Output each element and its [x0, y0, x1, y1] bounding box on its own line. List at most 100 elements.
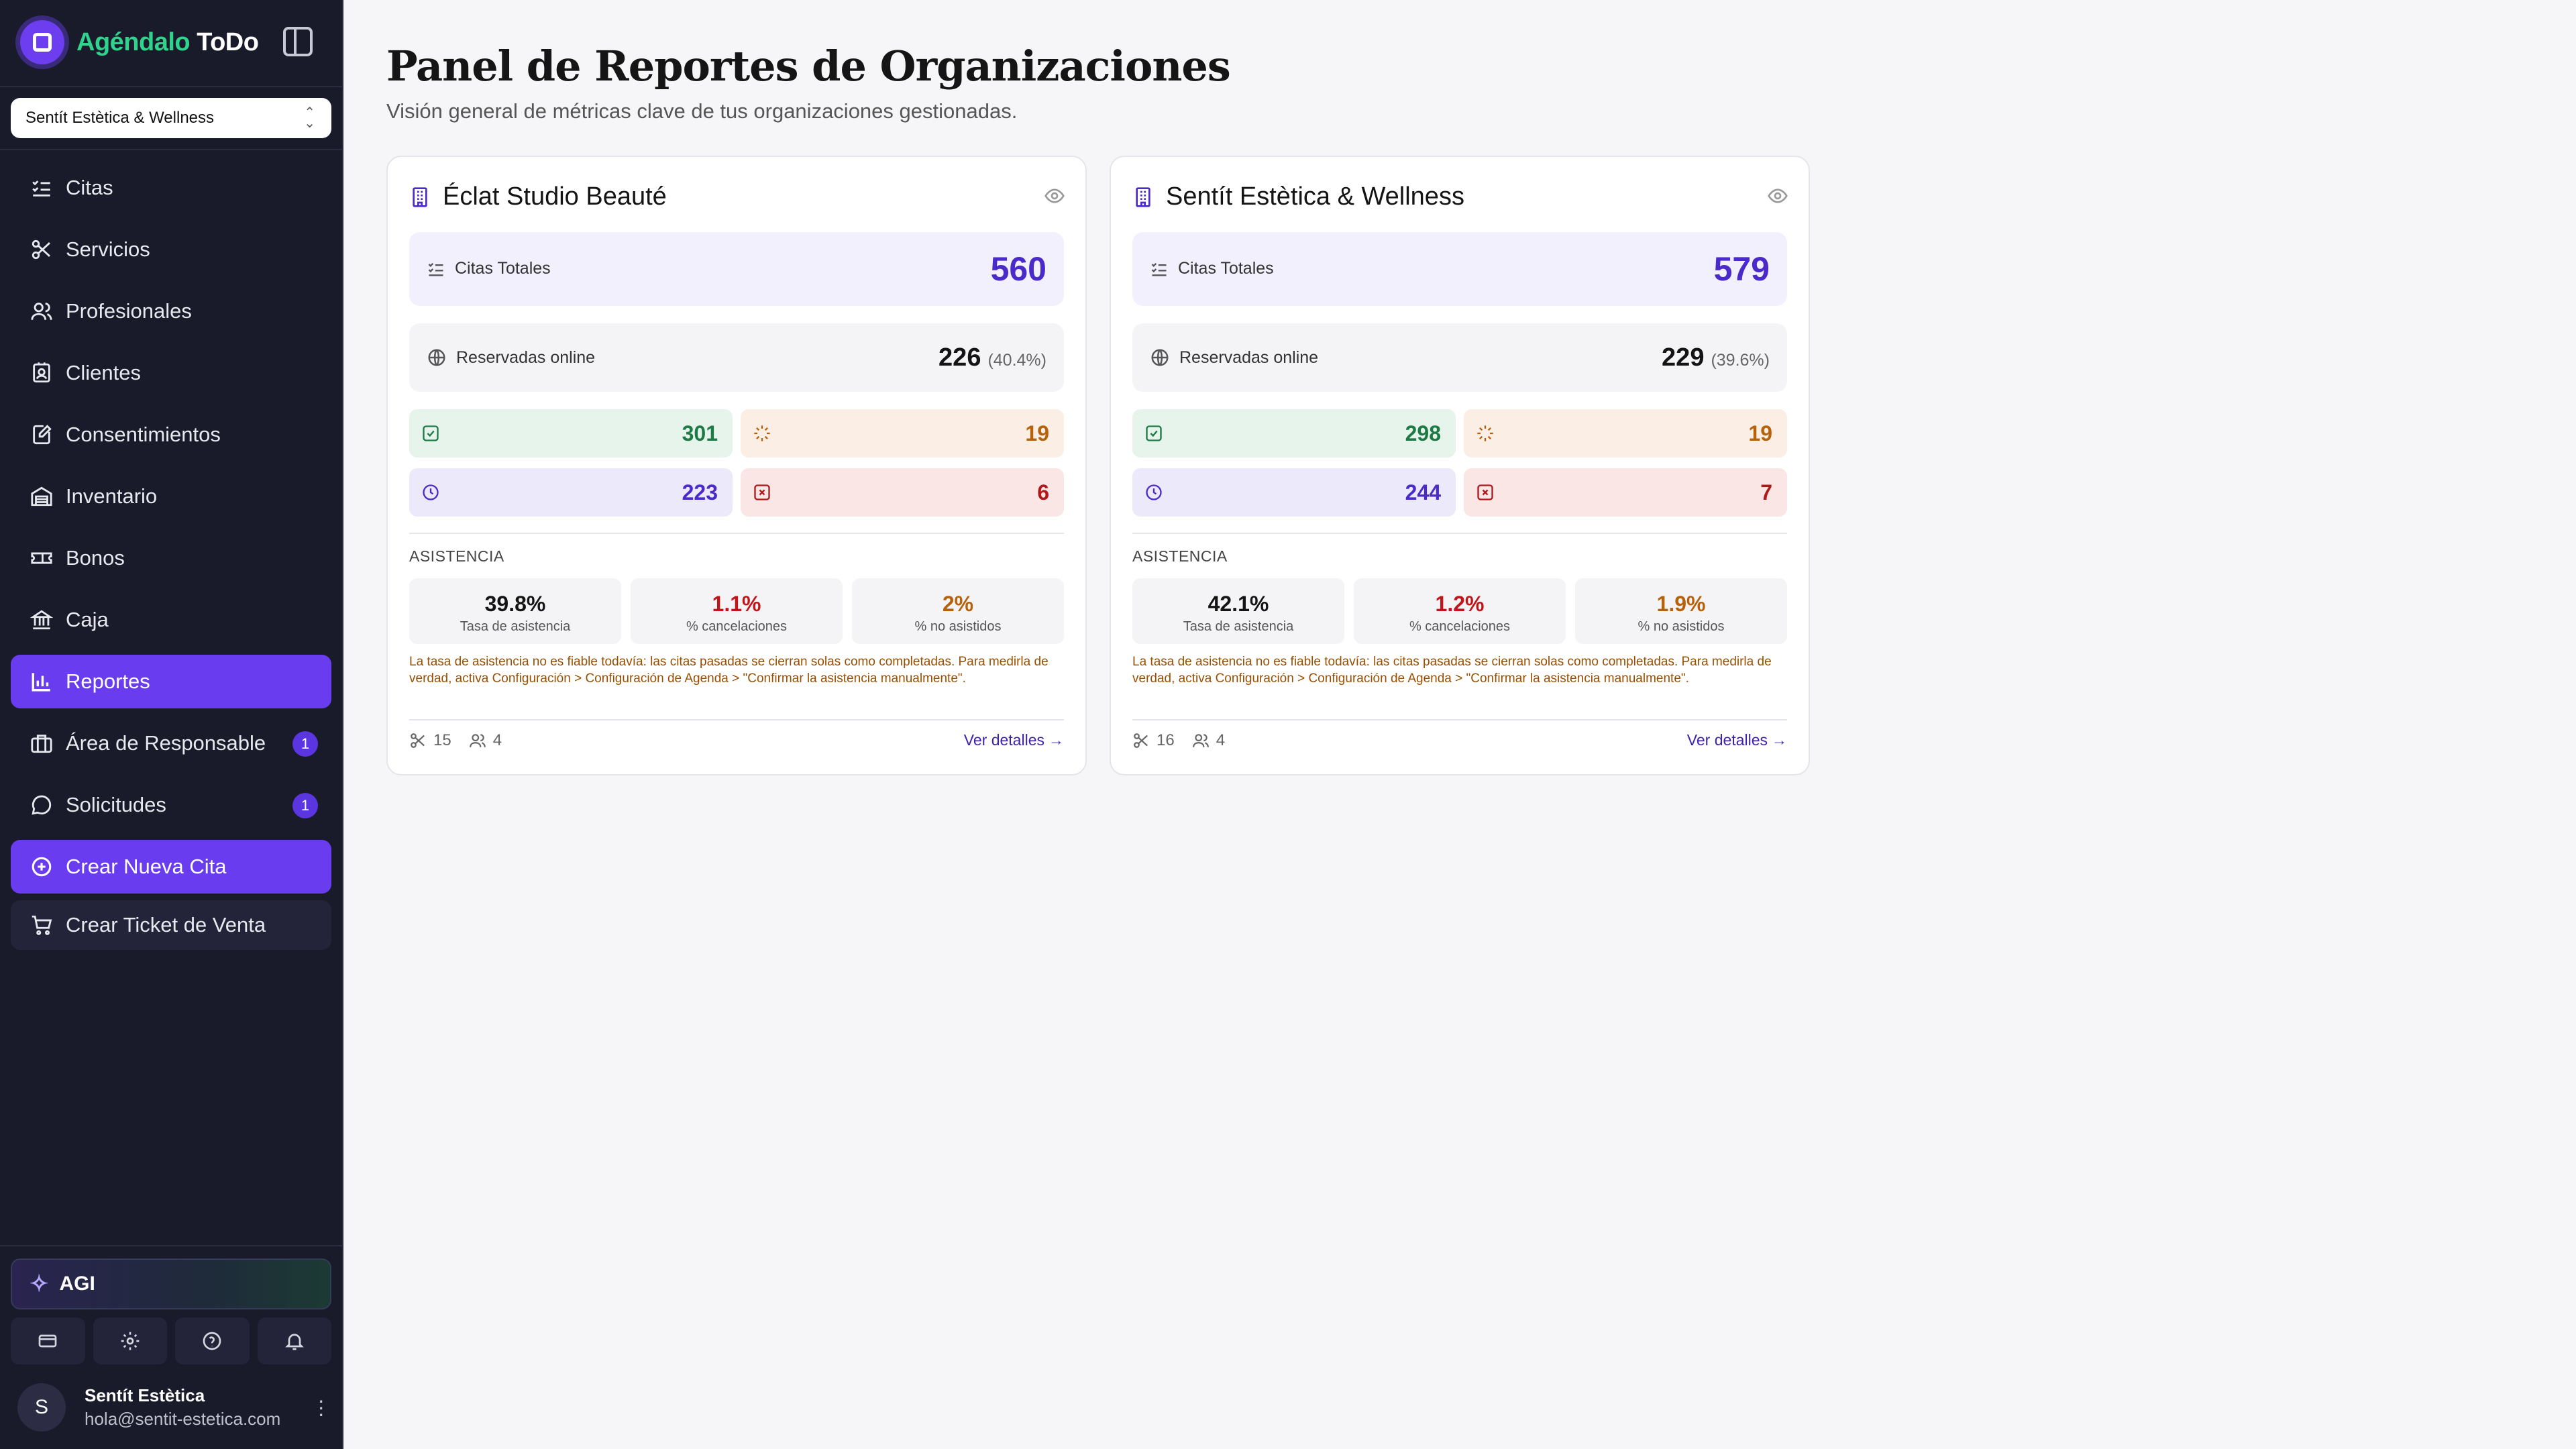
create-ticket-button[interactable]: Crear Ticket de Venta — [11, 900, 331, 950]
attendance-rate-metric: 39.8% Tasa de asistencia — [409, 578, 621, 644]
card-footer: 15 4 — [409, 731, 519, 750]
attendance-rate-metric: 42.1% Tasa de asistencia — [1132, 578, 1344, 644]
x-square-icon — [754, 484, 770, 500]
page-title: Panel de Reportes de Organizaciones — [386, 42, 1231, 91]
create-appointment-button[interactable]: Crear Nueva Cita — [11, 840, 331, 894]
users-icon — [469, 734, 486, 747]
online-bookings-value: 226 (40.4%) — [938, 343, 1046, 372]
total-appointments-box: Citas Totales 560 — [409, 232, 1064, 306]
sidebar-item-bonos[interactable]: Bonos — [11, 531, 331, 585]
globe-icon — [428, 349, 445, 366]
warehouse-icon — [28, 483, 55, 510]
attendance-heading: ASISTENCIA — [1132, 547, 1228, 565]
bar-chart-icon — [28, 668, 55, 695]
divider — [409, 719, 1064, 720]
sidebar-item-label: Consentimientos — [66, 423, 221, 446]
attendance-rate-value: 42.1% — [1208, 592, 1269, 616]
count-badge: 1 — [292, 793, 318, 818]
total-appointments-box: Citas Totales 579 — [1132, 232, 1787, 306]
divider — [1132, 719, 1787, 720]
view-details-link[interactable]: Ver detalles → — [1686, 731, 1787, 749]
no-show-label: % no asistidos — [1638, 619, 1725, 634]
no-show-value: 1.9% — [1656, 592, 1706, 616]
organization-name: Sentít Estètica & Wellness — [1166, 182, 1464, 211]
create-appointment-label: Crear Nueva Cita — [66, 855, 227, 878]
gear-icon — [121, 1332, 140, 1350]
notifications-button[interactable] — [257, 1318, 331, 1364]
avatar: S — [17, 1383, 66, 1432]
sidebar-item-label: Reportes — [66, 669, 150, 693]
scheduled-stat: 223 — [409, 468, 733, 517]
online-bookings-box: Reservadas online 226 (40.4%) — [409, 323, 1064, 392]
online-bookings-box: Reservadas online 229 (39.6%) — [1132, 323, 1787, 392]
sidebar-item-inventario[interactable]: Inventario — [11, 470, 331, 523]
eye-icon[interactable] — [1767, 185, 1788, 207]
brand[interactable]: Agéndalo ToDo — [20, 20, 259, 64]
list-check-icon — [1151, 262, 1167, 276]
agi-button[interactable]: ✧ AGI — [11, 1258, 331, 1309]
sidebar-item-profesionales[interactable]: Profesionales — [11, 284, 331, 338]
help-button[interactable] — [175, 1318, 250, 1364]
scheduled-stat: 244 — [1132, 468, 1456, 517]
cancellation-value: 1.2% — [1435, 592, 1485, 616]
users-icon — [1192, 734, 1209, 747]
sidebar-item-label: Solicitudes — [66, 793, 166, 816]
sidebar-item-solicitudes[interactable]: Solicitudes 1 — [11, 778, 331, 832]
sidebar-item-consentimientos[interactable]: Consentimientos — [11, 408, 331, 462]
pending-value: 19 — [1025, 421, 1049, 445]
online-bookings-percent: (40.4%) — [987, 351, 1046, 370]
sidebar-item-servicios[interactable]: Servicios — [11, 223, 331, 276]
attendance-warning: La tasa de asistencia no es fiable todav… — [1132, 655, 1772, 686]
bell-icon — [284, 1334, 304, 1350]
sidebar-item-label: Profesionales — [66, 299, 192, 323]
more-vertical-icon[interactable]: · · · — [317, 1388, 325, 1426]
attendance-warning: La tasa de asistencia no es fiable todav… — [409, 655, 1049, 686]
pending-stat: 19 — [741, 409, 1064, 458]
scheduled-value: 244 — [1405, 480, 1441, 504]
completed-stat: 301 — [409, 409, 733, 458]
sidebar-item-citas[interactable]: Citas — [11, 161, 331, 215]
sparkles-icon: ✧ — [30, 1271, 49, 1297]
message-circle-icon — [28, 792, 55, 818]
help-circle-icon — [203, 1332, 221, 1350]
sidebar-item-reportes[interactable]: Reportes — [11, 655, 331, 708]
users-icon — [28, 298, 55, 325]
cancellation-label: % cancelaciones — [1409, 619, 1511, 634]
pending-stat: 19 — [1464, 409, 1787, 458]
view-details-link[interactable]: Ver detalles → — [963, 731, 1064, 749]
cancelled-stat: 6 — [741, 468, 1064, 517]
pending-value: 19 — [1748, 421, 1772, 445]
user-name: Sentít Estètica — [85, 1385, 205, 1405]
building-icon — [413, 186, 427, 207]
completed-value: 301 — [682, 421, 718, 445]
card-footer: 16 4 — [1132, 731, 1242, 750]
billing-button[interactable] — [11, 1318, 85, 1364]
sidebar-item-label: Citas — [66, 176, 113, 199]
organization-selector[interactable]: Sentít Estètica & Wellness ⌃ ⌄ — [11, 98, 331, 138]
sidebar-item-caja[interactable]: Caja — [11, 593, 331, 647]
total-appointments-value: 560 — [990, 250, 1046, 288]
sidebar-toggle-icon[interactable] — [283, 27, 313, 56]
organization-selector-value: Sentít Estètica & Wellness — [25, 109, 215, 127]
ticket-icon — [28, 545, 55, 572]
list-check-icon — [428, 262, 443, 276]
user-profile[interactable]: S Sentít Estètica hola@sentit-estetica.c… — [17, 1381, 333, 1434]
loader-icon — [1477, 425, 1493, 441]
eye-icon[interactable] — [1044, 185, 1065, 207]
clock-icon — [423, 484, 439, 500]
building-icon — [1136, 186, 1150, 207]
sidebar-item-label: Inventario — [66, 484, 158, 508]
settings-button[interactable] — [93, 1318, 167, 1364]
divider — [1132, 533, 1787, 534]
divider — [0, 1245, 342, 1246]
sidebar-item-clientes[interactable]: Clientes — [11, 346, 331, 400]
total-appointments-label: Citas Totales — [455, 259, 551, 278]
user-email: hola@sentit-estetica.com — [85, 1409, 281, 1429]
sidebar-item-area-responsable[interactable]: Área de Responsable 1 — [11, 716, 331, 770]
chevron-up-down-icon: ⌃ ⌄ — [304, 105, 315, 131]
online-bookings-percent: (39.6%) — [1711, 351, 1770, 370]
completed-stat: 298 — [1132, 409, 1456, 458]
cancellation-metric: 1.2% % cancelaciones — [1354, 578, 1566, 644]
count-badge: 1 — [292, 731, 318, 757]
arrow-right-icon: → — [1049, 731, 1064, 749]
